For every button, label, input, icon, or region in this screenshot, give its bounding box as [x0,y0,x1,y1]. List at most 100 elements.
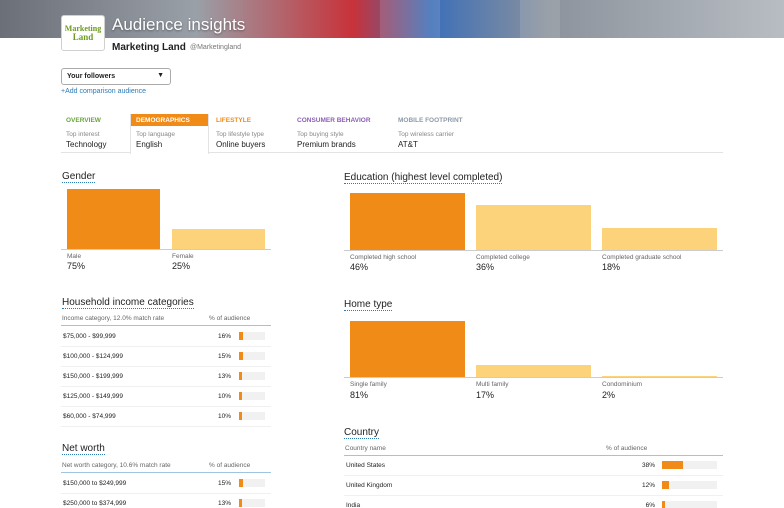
country-row-name: United States [346,462,386,469]
education-label-high-school: Completed high school [350,254,417,261]
country-row-track [662,481,717,489]
gender-label-male: Male [67,253,82,260]
income-row-name: $60,000 - $74,999 [63,413,116,420]
home-type-bar-3 [602,376,717,377]
country-row-name: United Kingdom [346,482,393,489]
account-logo: Marketing Land [61,15,105,51]
net-worth-row-pct: 13% [217,500,231,507]
gender-value-male: 75% [67,261,86,271]
income-row-track [239,332,265,340]
home-value-multi: 17% [476,390,495,400]
home-type-bar-1 [350,321,465,377]
tab-label: MOBILE FOOTPRINT [398,117,463,124]
country-row-track [662,501,717,508]
income-row-pct: 15% [217,353,231,360]
net-worth-row-track [239,499,265,507]
country-col-pct: % of audience [606,445,648,452]
net-worth-col-pct: % of audience [209,462,251,469]
income-row: $60,000 - $74,999 10% [61,407,271,427]
tab-label: DEMOGRAPHICS [131,114,208,126]
header-banner: Audience insights [0,0,784,38]
income-row-name: $150,000 - $199,999 [63,373,123,380]
country-row: India 6% [344,496,723,508]
income-row-name: $75,000 - $99,999 [63,333,116,340]
tab-consumer-behavior[interactable]: CONSUMER BEHAVIOR Top buying style Premi… [292,114,392,153]
country-row-fill [662,461,683,469]
income-row-fill [239,372,242,380]
education-bar-1 [350,193,465,250]
country-row-pct: 38% [641,462,655,469]
country-row-fill [662,501,665,508]
gender-bar-2 [172,229,265,249]
income-row-fill [239,352,243,360]
education-chart [344,190,723,251]
income-row: $75,000 - $99,999 16% [61,327,271,347]
net-worth-row-name: $150,000 to $249,999 [63,480,127,487]
audience-dropdown[interactable]: Your followers ▼ [61,68,171,85]
country-row-pct: 12% [641,482,655,489]
education-label-graduate: Completed graduate school [602,254,682,261]
income-row-name: $125,000 - $149,999 [63,393,123,400]
income-row-track [239,392,265,400]
income-row-track [239,412,265,420]
insight-tabs: OVERVIEW Top interest Technology DEMOGRA… [61,114,723,154]
country-row-pct: 6% [645,502,655,508]
education-value-college: 36% [476,262,495,272]
country-title: Country [344,427,380,439]
net-worth-title: Net worth [62,443,105,455]
country-col-name: Country name [345,445,386,452]
gender-bar-1 [67,189,160,249]
add-comparison-link[interactable]: +Add comparison audience [61,88,147,95]
household-income-title: Household income categories [62,297,194,309]
gender-label-female: Female [172,253,194,260]
chevron-down-icon: ▼ [157,72,164,79]
income-row-fill [239,392,242,400]
country-row-name: India [346,502,361,508]
home-label-multi: Multi family [476,381,509,388]
tab-label: LIFESTYLE [216,117,252,124]
country-row-track [662,461,717,469]
net-worth-col-name: Net worth category, 10.6% match rate [62,462,171,469]
gender-title: Gender [62,171,96,183]
income-col-name: Income category, 12.0% match rate [62,315,165,322]
income-row-fill [239,332,243,340]
home-type-title: Home type [344,299,393,311]
income-row-pct: 13% [217,373,231,380]
income-row-pct: 16% [217,333,231,340]
audience-dropdown-value: Your followers [67,73,116,80]
income-row: $100,000 - $124,999 15% [61,347,271,367]
country-row: United States 38% [344,456,723,476]
education-label-college: Completed college [476,254,530,261]
net-worth-row-fill [239,479,243,487]
home-value-condo: 2% [602,390,616,400]
income-row-name: $100,000 - $124,999 [63,353,123,360]
income-row: $125,000 - $149,999 10% [61,387,271,407]
income-row-pct: 10% [217,413,231,420]
country-row-fill [662,481,669,489]
income-row-track [239,372,265,380]
account-name: Marketing Land [112,42,186,53]
tab-demographics[interactable]: DEMOGRAPHICS Top language English [130,114,209,154]
net-worth-row-fill [239,499,242,507]
home-value-single: 81% [350,390,369,400]
gender-value-female: 25% [172,261,191,271]
education-bar-2 [476,205,591,250]
education-bar-3 [602,228,717,250]
net-worth-row-pct: 15% [217,480,231,487]
tab-overview[interactable]: OVERVIEW Top interest Technology [61,114,129,153]
gender-chart [61,186,271,250]
home-label-single: Single family [350,381,387,388]
income-row: $150,000 - $199,999 13% [61,367,271,387]
income-row-pct: 10% [217,393,231,400]
income-row-track [239,352,265,360]
country-row: United Kingdom 12% [344,476,723,496]
tab-lifestyle[interactable]: LIFESTYLE Top lifestyle type Online buye… [211,114,291,153]
net-worth-row-track [239,479,265,487]
income-row-fill [239,412,242,420]
net-worth-row-name: $250,000 to $374,999 [63,500,127,507]
education-value-graduate: 18% [602,262,621,272]
net-worth-row: $250,000 to $374,999 13% [61,494,271,508]
tab-mobile-footprint[interactable]: MOBILE FOOTPRINT Top wireless carrier AT… [393,114,493,153]
net-worth-row: $150,000 to $249,999 15% [61,474,271,494]
home-type-bar-2 [476,365,591,377]
